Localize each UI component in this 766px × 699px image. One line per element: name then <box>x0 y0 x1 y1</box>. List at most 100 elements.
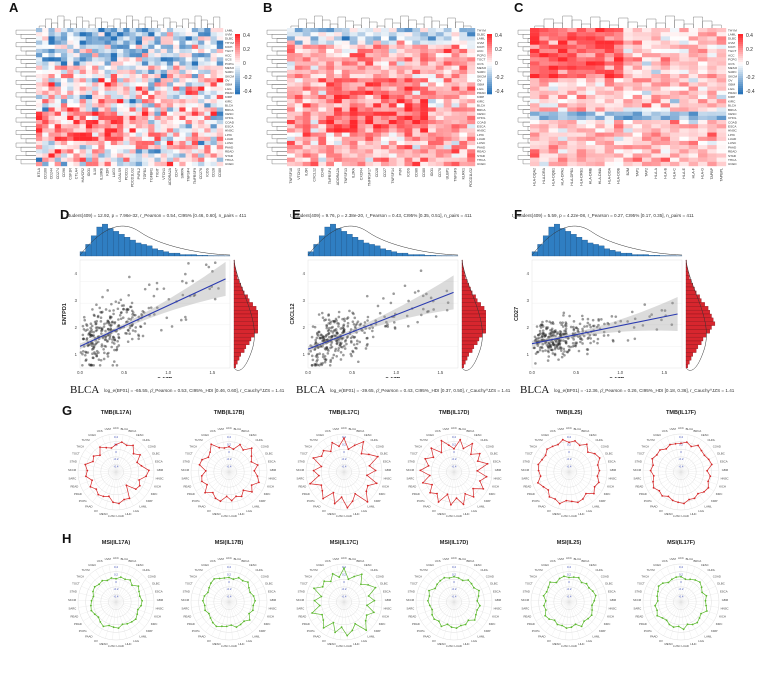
data-point <box>541 338 544 342</box>
heatmap-cell <box>54 86 62 91</box>
data-point <box>581 327 584 331</box>
data-point <box>170 325 174 328</box>
heatmap-cell <box>98 57 105 62</box>
radar-point <box>707 458 710 461</box>
radar-point <box>354 492 357 495</box>
heatmap-cell <box>420 145 429 150</box>
data-point <box>126 328 130 332</box>
heatmap-cell <box>54 140 62 146</box>
heatmap-cell <box>428 40 437 45</box>
heatmap-cell <box>567 111 577 117</box>
heatmap-cell <box>716 153 727 158</box>
data-point <box>630 310 634 314</box>
heatmap-cell <box>623 86 633 91</box>
heatmap-cell <box>42 128 49 133</box>
histogram-bar <box>124 236 131 257</box>
heatmap-cell <box>67 136 74 142</box>
heatmap-cell <box>396 153 405 158</box>
heatmap-cell <box>318 140 327 146</box>
heatmap-cell <box>92 103 99 108</box>
heatmap-cell <box>310 65 319 71</box>
heatmap-cell <box>104 120 111 125</box>
heatmap-cell <box>210 90 217 96</box>
radar-point <box>124 578 126 581</box>
heatmap-cell <box>42 136 49 142</box>
heatmap-cell <box>707 124 717 129</box>
heatmap-row-label: KIRC <box>728 99 736 103</box>
heatmap-cell <box>135 140 143 146</box>
heatmap-cell <box>595 140 605 146</box>
heatmap-cell <box>179 149 186 154</box>
data-point <box>104 338 108 341</box>
radar-spoke <box>677 471 682 510</box>
radar-spoke <box>306 601 345 608</box>
radar-spoke <box>666 436 682 473</box>
heatmap-col-label: VTCN1 <box>297 168 301 180</box>
radar-axis-label: GBM <box>610 468 617 472</box>
data-point <box>547 335 551 338</box>
heatmap-cell <box>123 36 130 41</box>
radar-spoke <box>453 601 483 627</box>
radar-point <box>707 486 710 489</box>
heatmap-cell <box>117 145 124 150</box>
radar-axis-label: GBM <box>157 598 164 602</box>
heatmap-cell <box>670 136 680 142</box>
heatmap-cell <box>310 82 319 87</box>
heatmap-cell <box>67 82 74 87</box>
histogram-bar <box>140 244 147 257</box>
data-point <box>313 348 316 352</box>
heatmap-cell <box>341 53 350 58</box>
heatmap-cell <box>318 153 327 158</box>
radar-spoke <box>202 444 230 473</box>
radar-point <box>201 458 203 461</box>
heatmap-cell <box>412 32 421 37</box>
legend-swatch <box>738 54 743 57</box>
heatmap-cell <box>36 57 43 62</box>
histogram-bar <box>396 252 403 257</box>
heatmap-cell <box>179 140 186 146</box>
data-point <box>591 318 595 322</box>
data-point <box>330 345 334 349</box>
heatmap-cell <box>198 82 205 87</box>
heatmap-cell <box>443 132 452 137</box>
heatmap-cell <box>318 157 327 163</box>
legend-swatch <box>738 92 743 95</box>
heatmap-cell <box>135 145 143 150</box>
radar-axis-label: PCPG <box>192 499 200 503</box>
radar-axis-label: LGG <box>471 509 477 513</box>
heatmap-row-label: MESO <box>477 66 487 70</box>
heatmap-cell <box>173 128 180 133</box>
radar-spoke <box>115 574 143 603</box>
data-point <box>122 307 125 311</box>
heatmap-cell <box>54 111 62 117</box>
radar-axis-label: LUAD <box>681 514 688 518</box>
data-point <box>366 315 370 319</box>
data-point <box>554 343 557 347</box>
heatmap-cell <box>420 128 429 133</box>
data-point <box>95 352 98 356</box>
heatmap-cell <box>651 99 661 104</box>
histogram-bar <box>233 356 240 361</box>
heatmap-cell <box>451 78 460 83</box>
heatmap-cell <box>79 90 87 96</box>
heatmap-cell <box>294 120 303 125</box>
heatmap-cell <box>349 61 358 66</box>
heatmap-cell <box>420 74 429 79</box>
radar-axis-label: READ <box>184 484 192 488</box>
radar-point <box>106 579 109 582</box>
data-point <box>137 337 140 341</box>
radar-spoke <box>343 436 359 473</box>
data-point <box>213 261 217 264</box>
heatmap-cell <box>357 57 366 62</box>
radar-axis-label: SARC <box>407 476 415 480</box>
data-point <box>540 323 543 327</box>
radar-axis-label: BRCA <box>356 559 364 563</box>
heatmap-cell <box>42 107 49 112</box>
radar-point <box>430 447 433 450</box>
data-point <box>374 319 378 322</box>
data-point <box>573 344 576 347</box>
heatmap-cell <box>388 82 397 87</box>
heatmap-cell <box>670 161 680 167</box>
heatmap-cell <box>179 115 186 121</box>
heatmap-cell <box>204 107 211 112</box>
